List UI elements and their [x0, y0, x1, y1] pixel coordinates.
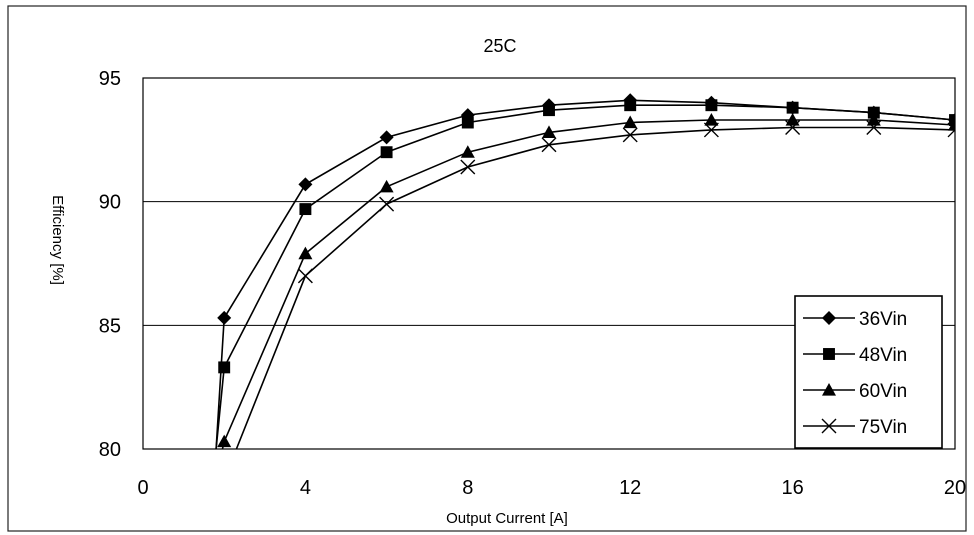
plot-frame	[142, 77, 956, 450]
data-point-75Vin-0	[217, 452, 231, 466]
y-tick-label-95: 95	[99, 68, 121, 90]
data-point-48Vin-7	[705, 99, 718, 112]
legend-label-75Vin: 75Vin	[859, 417, 907, 438]
data-point-60Vin-7	[704, 113, 719, 126]
data-point-60Vin-6	[623, 115, 638, 129]
x-tick-label-16: 16	[781, 477, 803, 499]
data-point-75Vin-2	[297, 268, 313, 284]
data-point-60Vin-3	[379, 179, 394, 193]
x-tick-label-20: 20	[944, 477, 966, 499]
data-point-75Vin-4	[460, 159, 476, 175]
data-point-48Vin-10	[949, 114, 955, 126]
data-point-75Vin-7	[703, 122, 719, 138]
data-point-75Vin-8	[785, 119, 801, 135]
legend-label-36Vin: 36Vin	[859, 309, 907, 330]
data-point-36Vin-2	[298, 177, 313, 192]
data-point-48Vin-6	[624, 99, 637, 112]
legend-marker-75Vin	[821, 418, 837, 434]
y-tick-label-80: 80	[99, 439, 121, 461]
legend-label-48Vin: 48Vin	[859, 345, 907, 366]
data-point-75Vin-5	[541, 137, 557, 153]
x-axis-title: Output Current [A]	[446, 510, 568, 527]
data-point-48Vin-3	[380, 146, 393, 159]
legend-marker-60Vin	[822, 383, 836, 396]
y-tick-label-90: 90	[99, 192, 121, 214]
legend-marker-48Vin	[823, 348, 835, 360]
legend-box	[794, 295, 943, 449]
legend-marker-36Vin	[822, 311, 836, 325]
data-point-60Vin-2	[298, 246, 313, 260]
data-point-48Vin-2	[299, 203, 312, 216]
x-tick-label-0: 0	[137, 477, 148, 499]
y-tick-label-85: 85	[99, 315, 121, 337]
data-point-60Vin-9	[866, 113, 881, 126]
legend-label-60Vin: 60Vin	[859, 381, 907, 402]
data-point-48Vin-1	[218, 361, 231, 374]
data-point-75Vin-9	[866, 119, 882, 135]
x-tick-label-8: 8	[462, 477, 473, 499]
data-point-75Vin-10	[947, 122, 955, 138]
data-point-48Vin-9	[867, 106, 880, 119]
data-point-36Vin-3	[379, 130, 394, 145]
chart-outer-border	[7, 5, 967, 532]
data-point-75Vin-6	[622, 127, 638, 143]
data-point-48Vin-8	[786, 101, 799, 114]
series-group	[215, 93, 955, 466]
data-point-75Vin-3	[379, 196, 395, 212]
data-point-48Vin-5	[543, 104, 555, 117]
data-point-36Vin-1	[217, 310, 232, 325]
data-point-48Vin-4	[461, 116, 474, 129]
plot-area: 80 85 90 95 0 4 8 12 16 20 36Vin 48Vin 60Vin 75Vin	[99, 68, 966, 499]
legend: 36Vin 48Vin 60Vin 75Vin	[794, 295, 943, 449]
x-tick-label-4: 4	[300, 477, 311, 499]
data-point-60Vin-5	[542, 125, 556, 139]
chart-title: 25C	[483, 36, 516, 56]
data-point-60Vin-1	[217, 434, 232, 448]
y-axis-title: Efficiency [%]	[49, 195, 66, 285]
data-point-60Vin-4	[460, 145, 475, 158]
x-tick-label-12: 12	[619, 477, 641, 499]
data-point-60Vin-8	[785, 113, 800, 126]
